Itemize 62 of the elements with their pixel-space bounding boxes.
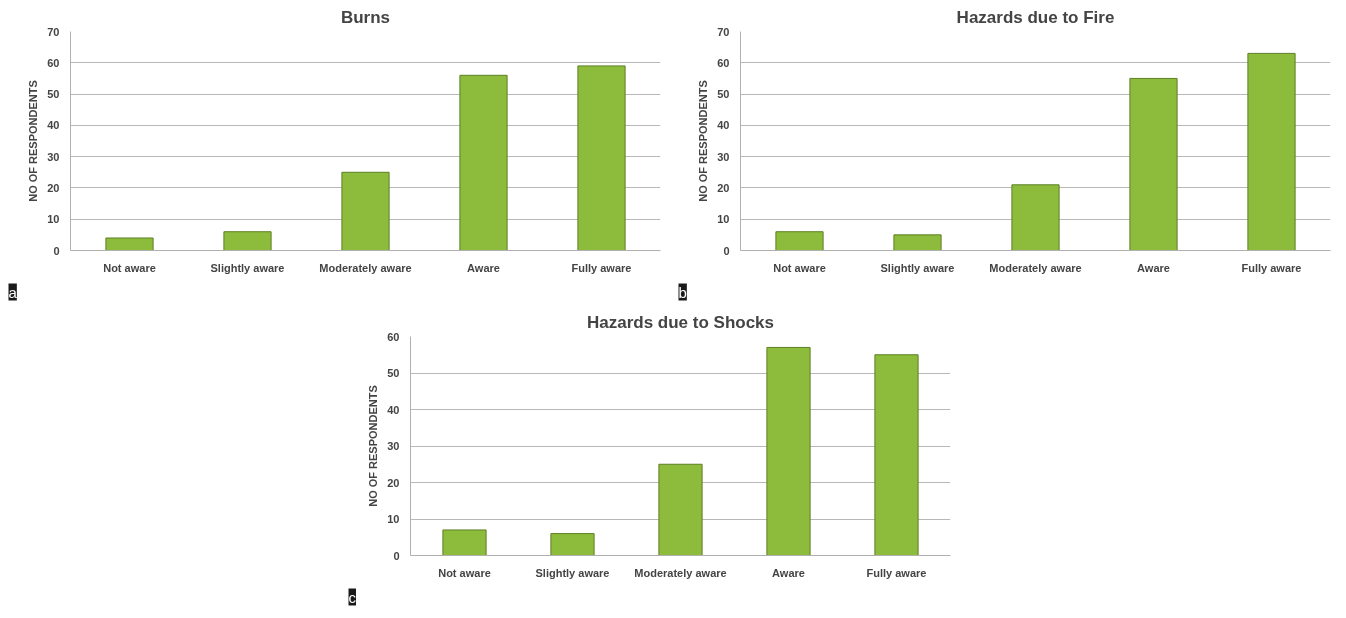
bar (893, 234, 942, 251)
y-axis-title: NO OF RESPONDENTS (367, 385, 380, 507)
bar (459, 74, 508, 251)
chart-title: Burns (340, 7, 391, 27)
x-tick-label: Not aware (103, 261, 156, 274)
y-tick-label: 60 (47, 56, 60, 69)
chart-title: Hazards due to Fire (956, 7, 1115, 27)
y-tick-label: 20 (387, 476, 400, 489)
y-tick-label: 70 (47, 25, 60, 38)
y-tick-label: 40 (717, 119, 730, 132)
bar (1247, 52, 1296, 251)
y-tick-label: 0 (393, 549, 400, 562)
bar (874, 354, 919, 556)
y-tick-label: 20 (47, 181, 60, 194)
y-tick-label: 30 (47, 150, 60, 163)
y-axis-title: NO OF RESPONDENTS (27, 80, 40, 202)
y-tick-label: 10 (387, 513, 400, 525)
y-tick-label: 0 (723, 244, 730, 257)
bar (550, 533, 595, 556)
x-tick-label: Slightly aware (535, 566, 610, 579)
x-tick-label: Aware (772, 566, 805, 579)
y-tick-label: 40 (387, 403, 400, 416)
y-tick-label: 50 (717, 88, 730, 101)
y-tick-label: 60 (717, 56, 730, 69)
y-tick-label: 10 (47, 213, 60, 226)
x-tick-label: Moderately aware (989, 261, 1082, 274)
x-tick-label: Not aware (773, 261, 826, 274)
text: b (678, 283, 687, 301)
x-tick-label: Fully aware (571, 261, 632, 274)
y-axis-title: NO OF RESPONDENTS (697, 80, 710, 202)
y-tick-label: 50 (47, 88, 60, 101)
x-tick-label: Slightly aware (880, 261, 955, 274)
y-tick-label: 30 (717, 150, 730, 163)
x-tick-label: Aware (467, 261, 500, 274)
y-tick-label: 30 (387, 440, 400, 452)
x-tick-label: Not aware (438, 566, 491, 579)
text: c (348, 588, 357, 606)
x-tick-label: Fully aware (1241, 261, 1302, 274)
bar (223, 231, 272, 251)
x-tick-label: Moderately aware (634, 566, 727, 579)
x-tick-label: Fully aware (866, 566, 927, 579)
y-tick-label: 70 (717, 25, 730, 38)
x-tick-label: Slightly aware (210, 261, 285, 274)
y-tick-label: 10 (717, 213, 730, 226)
bar (341, 171, 390, 251)
y-tick-label: 20 (717, 181, 730, 194)
bar (577, 65, 626, 251)
chart-title: Hazards due to Shocks (586, 312, 775, 332)
y-tick-label: 40 (47, 119, 60, 132)
bar (775, 231, 824, 251)
y-tick-label: 0 (53, 244, 60, 257)
bar (658, 463, 703, 556)
y-tick-label: 60 (387, 330, 400, 343)
bar (105, 237, 154, 251)
text: a (8, 283, 18, 301)
bar (1011, 184, 1060, 251)
y-tick-label: 50 (387, 367, 400, 379)
x-tick-label: Moderately aware (319, 261, 412, 274)
bar (766, 346, 811, 556)
bar (1129, 77, 1178, 251)
bar (442, 529, 487, 556)
x-tick-label: Aware (1137, 261, 1170, 274)
